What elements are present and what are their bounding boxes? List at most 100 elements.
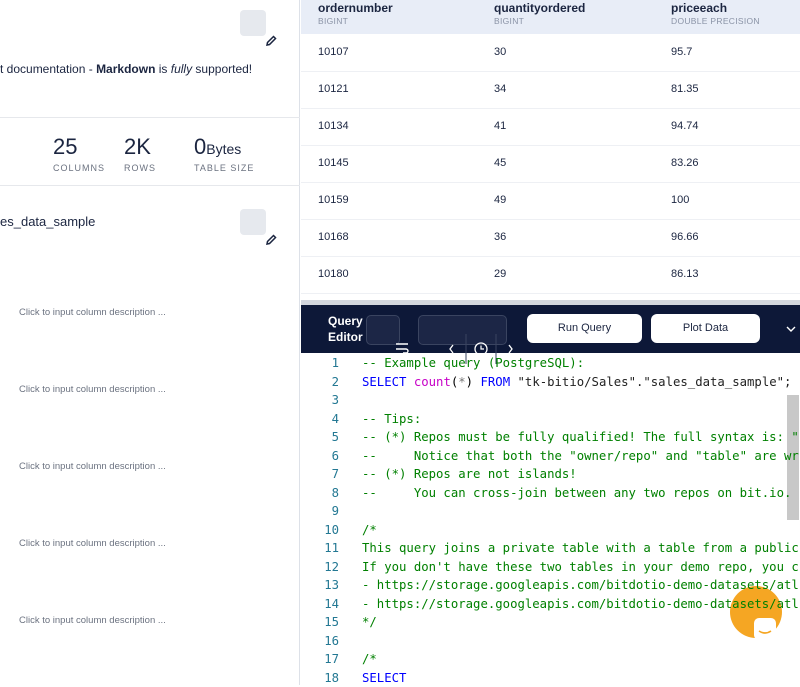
code-line: /* bbox=[362, 650, 377, 669]
format-button[interactable] bbox=[366, 315, 400, 345]
table-cell: 10107 bbox=[318, 46, 349, 58]
code-line: -- Notice that both the "owner/repo" and… bbox=[362, 447, 799, 466]
code-token: - https://storage.googleapis.com/bitdoti… bbox=[362, 578, 799, 592]
table-cell: 100 bbox=[671, 194, 689, 206]
table-cell: 30 bbox=[494, 46, 506, 58]
code-token: "tk-bitio/Sales"."sales_data_sample"; bbox=[518, 375, 792, 389]
table-cell: 95.7 bbox=[671, 46, 692, 58]
column-description: Click to input column description ... bbox=[19, 615, 166, 626]
code-line: This query joins a private table with a … bbox=[362, 539, 799, 558]
table-cell: 10180 bbox=[318, 268, 349, 280]
line-number: 6 bbox=[309, 447, 339, 466]
stat-value: 25 bbox=[53, 134, 77, 160]
table-cell: 34 bbox=[494, 83, 506, 95]
description-text: Markdown bbox=[96, 62, 155, 76]
code-token: -- Example query (PostgreSQL): bbox=[362, 356, 584, 370]
description: t documentation - Markdown is fully supp… bbox=[0, 62, 252, 76]
line-number: 15 bbox=[309, 613, 339, 632]
code-token: * bbox=[458, 375, 465, 389]
line-number: 3 bbox=[309, 391, 339, 410]
code-token: SELECT bbox=[362, 375, 414, 389]
stat-unit: Bytes bbox=[206, 141, 241, 157]
table-cell: 41 bbox=[494, 120, 506, 132]
line-number: 5 bbox=[309, 428, 339, 447]
code-line: -- (*) Repos must be fully qualified! Th… bbox=[362, 428, 799, 447]
table-cell: 29 bbox=[494, 268, 506, 280]
stat-label: ROWS bbox=[124, 163, 156, 173]
code-token: -- (*) Repos must be fully qualified! Th… bbox=[362, 430, 799, 444]
line-number: 14 bbox=[309, 595, 339, 614]
code-token: If you don't have these two tables in yo… bbox=[362, 560, 799, 574]
code-token: - https://storage.googleapis.com/bitdoti… bbox=[362, 597, 799, 611]
code-line: */ bbox=[362, 613, 377, 632]
line-number: 12 bbox=[309, 558, 339, 577]
dropdown-icon[interactable] bbox=[785, 323, 797, 335]
query-toolbar: Query Editor Run Query Plot Data bbox=[301, 305, 800, 353]
line-number: 8 bbox=[309, 484, 339, 503]
code-line: -- You can cross-join between any two re… bbox=[362, 484, 791, 503]
description-text: supported! bbox=[192, 62, 252, 76]
table-cell: 10168 bbox=[318, 231, 349, 243]
code-line: -- (*) Repos are not islands! bbox=[362, 465, 577, 484]
line-number: 16 bbox=[309, 632, 339, 651]
column-name: ordernumber bbox=[318, 1, 393, 15]
stat-label: COLUMNS bbox=[53, 163, 105, 173]
code-token: */ bbox=[362, 615, 377, 629]
code-token: /* bbox=[362, 652, 377, 666]
edit-button[interactable] bbox=[240, 10, 266, 36]
column-type: BIGINT bbox=[494, 16, 524, 26]
code-token: FROM bbox=[480, 375, 517, 389]
description-text: t documentation - bbox=[0, 62, 96, 76]
column-name: quantityordered bbox=[494, 1, 585, 15]
column-description: Click to input column description ... bbox=[19, 461, 166, 472]
code-token: -- Tips: bbox=[362, 412, 421, 426]
code-line: - https://storage.googleapis.com/bitdoti… bbox=[362, 576, 799, 595]
table-name: es_data_sample bbox=[0, 214, 95, 229]
code-line: SELECT count(*) FROM "tk-bitio/Sales"."s… bbox=[362, 373, 791, 392]
code-token: count bbox=[414, 375, 451, 389]
column-type: DOUBLE PRECISION bbox=[671, 16, 760, 26]
history-group bbox=[418, 315, 507, 345]
code-line: If you don't have these two tables in yo… bbox=[362, 558, 799, 577]
code-token: -- You can cross-join between any two re… bbox=[362, 486, 791, 500]
line-number: 1 bbox=[309, 354, 339, 373]
code-token: -- (*) Repos are not islands! bbox=[362, 467, 577, 481]
row-divider bbox=[301, 293, 800, 294]
edit-icon bbox=[258, 28, 284, 54]
code-line: SELECT bbox=[362, 669, 406, 687]
row-divider bbox=[301, 145, 800, 146]
row-divider bbox=[301, 219, 800, 220]
table-cell: 94.74 bbox=[671, 120, 699, 132]
table-cell: 96.66 bbox=[671, 231, 699, 243]
line-number: 7 bbox=[309, 465, 339, 484]
column-description: Click to input column description ... bbox=[19, 538, 166, 549]
code-line: -- Example query (PostgreSQL): bbox=[362, 354, 584, 373]
toolbar-title: Editor bbox=[328, 330, 363, 344]
table-cell: 49 bbox=[494, 194, 506, 206]
description-text: fully bbox=[171, 62, 192, 76]
line-number: 10 bbox=[309, 521, 339, 540]
toolbar-button[interactable]: Plot Data bbox=[651, 314, 760, 343]
code-line: /* bbox=[362, 521, 377, 540]
line-number: 4 bbox=[309, 410, 339, 429]
divider bbox=[0, 185, 300, 186]
row-divider bbox=[301, 256, 800, 257]
line-number: 11 bbox=[309, 539, 339, 558]
table-cell: 10134 bbox=[318, 120, 349, 132]
table-cell: 45 bbox=[494, 157, 506, 169]
toolbar-title: Query bbox=[328, 314, 363, 328]
stat-value: 0Bytes bbox=[194, 134, 241, 160]
toolbar-button[interactable]: Run Query bbox=[527, 314, 642, 343]
table-cell: 86.13 bbox=[671, 268, 699, 280]
stat-label: TABLE SIZE bbox=[194, 163, 254, 173]
left-panel: t documentation - Markdown is fully supp… bbox=[0, 0, 300, 685]
table-cell: 10145 bbox=[318, 157, 349, 169]
column-description: Click to input column description ... bbox=[19, 307, 166, 318]
code-line: -- Tips: bbox=[362, 410, 421, 429]
divider bbox=[0, 117, 300, 118]
line-number: 18 bbox=[309, 669, 339, 687]
edit-button[interactable] bbox=[240, 209, 266, 235]
row-divider bbox=[301, 108, 800, 109]
column-description: Click to input column description ... bbox=[19, 384, 166, 395]
